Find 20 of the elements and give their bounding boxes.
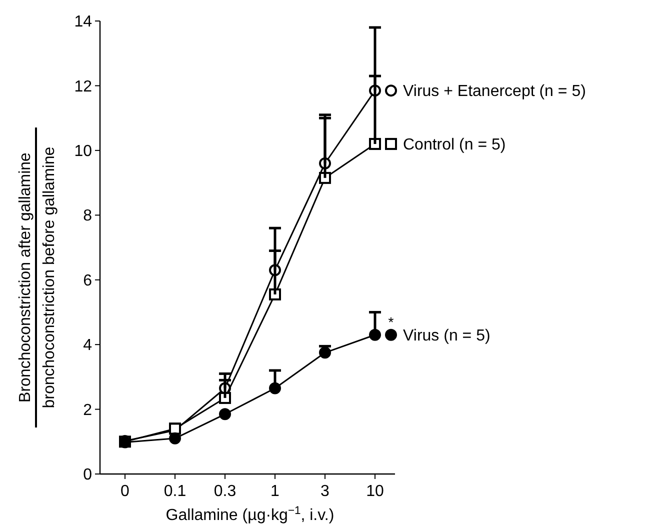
legend-label: Virus (n = 5) — [403, 327, 490, 344]
y-tick-label: 6 — [83, 272, 92, 290]
x-tick-label: 10 — [366, 483, 384, 500]
legend-label: Control (n = 5) — [403, 136, 506, 154]
legend-label: Virus + Etanercept (n = 5) — [403, 83, 586, 100]
y-tick-label: 4 — [83, 337, 92, 354]
y-tick-label: 14 — [74, 14, 92, 31]
y-tick-label: 8 — [83, 208, 92, 225]
y-tick-label: 0 — [83, 466, 92, 484]
x-tick-label: 0.3 — [214, 483, 236, 500]
x-tick-label: 3 — [320, 483, 330, 500]
x-tick-label: 0.1 — [164, 483, 186, 500]
x-axis-title: Gallamine (µg·kg$^{−1}$, i.v.) — [166, 505, 334, 524]
x-tick-label: 0 — [120, 483, 130, 500]
y-tick-label: 10 — [74, 143, 92, 160]
annotation: * — [388, 314, 394, 330]
y-tick-label: 2 — [83, 402, 92, 419]
y-axis-title: Bronchoconstriction after gallamine bronchoconstriction before gallamine — [17, 146, 58, 408]
y-tick-label: 12 — [74, 78, 92, 96]
x-tick-label: 1 — [270, 483, 280, 500]
